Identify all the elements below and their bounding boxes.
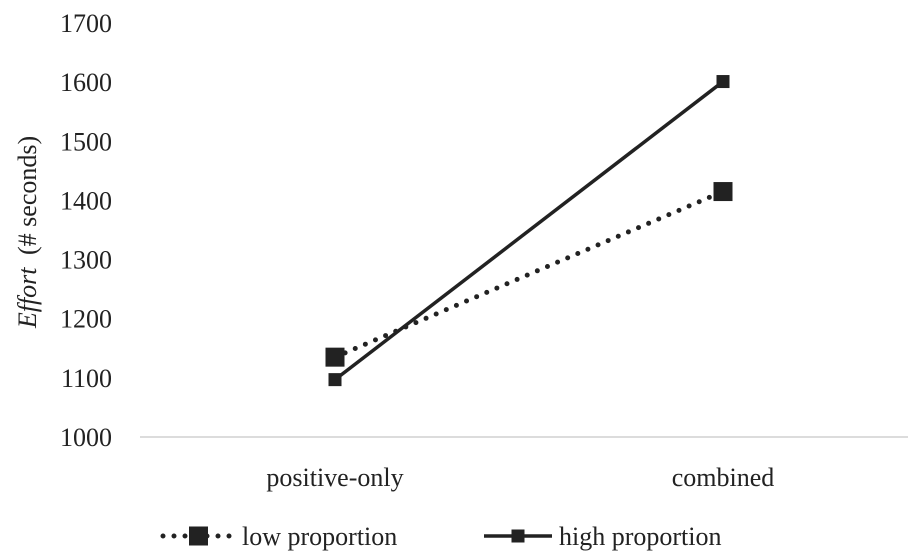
y-tick-label: 1100 (61, 364, 112, 393)
y-tick-label: 1600 (60, 68, 112, 97)
data-point-high-proportion (328, 373, 342, 387)
y-tick-label: 1400 (60, 186, 112, 215)
y-axis-label-italic: Effort (13, 267, 42, 329)
legend-marker-high-proportion (511, 529, 525, 543)
legend-marker-low-proportion (189, 526, 208, 546)
x-category-label: combined (672, 463, 775, 492)
x-axis-categories: positive-only combined (266, 463, 774, 492)
y-tick-label: 1000 (60, 423, 112, 452)
y-tick-label: 1200 (60, 305, 112, 334)
data-point-low-proportion (325, 347, 345, 367)
legend-label-low-proportion: low proportion (242, 522, 397, 551)
y-tick-label: 1700 (60, 9, 112, 38)
series-line-high-proportion (333, 80, 725, 382)
legend-label-high-proportion: high proportion (559, 522, 722, 551)
data-point-low-proportion (713, 182, 733, 202)
y-tick-label: 1500 (60, 127, 112, 156)
y-axis-label-rest: (# seconds) (13, 136, 42, 255)
series-layer (325, 75, 733, 387)
y-tick-label: 1300 (60, 246, 112, 275)
series-line-low-proportion (332, 189, 726, 360)
x-category-label: positive-only (266, 463, 403, 492)
y-axis-label: Effort (# seconds) (13, 136, 42, 329)
data-point-high-proportion (716, 75, 730, 89)
legend: low proportion high proportion (160, 522, 722, 551)
y-axis-ticks: 1000 1100 1200 1300 1400 1500 1600 1700 (60, 9, 112, 452)
